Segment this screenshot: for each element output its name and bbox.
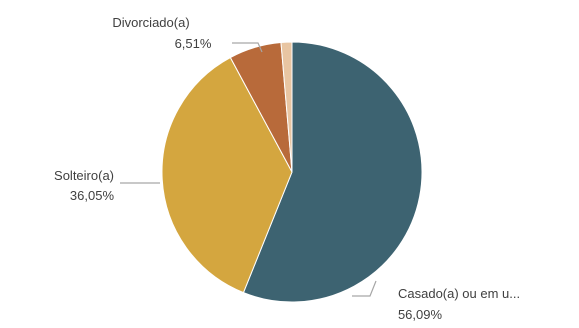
- leader-line-0: [352, 280, 377, 297]
- slice-label-solteiro: Solteiro(a): [54, 168, 114, 183]
- pie-slices: [161, 41, 423, 303]
- pie-slice-1: [161, 56, 293, 294]
- slice-value-solteiro: 36,05%: [70, 188, 115, 203]
- slice-value-divorciado: 6,51%: [175, 36, 212, 51]
- pie-slice-3: [280, 41, 293, 173]
- slice-value-casado: 56,09%: [398, 307, 443, 322]
- slice-label-casado: Casado(a) ou em u...: [398, 286, 520, 301]
- slice-labels: Casado(a) ou em u... 56,09% Solteiro(a) …: [54, 15, 520, 322]
- slice-label-divorciado: Divorciado(a): [112, 15, 189, 30]
- leader-lines: [120, 42, 377, 297]
- pie-slice-0: [242, 41, 423, 303]
- leader-line-2: [232, 42, 263, 53]
